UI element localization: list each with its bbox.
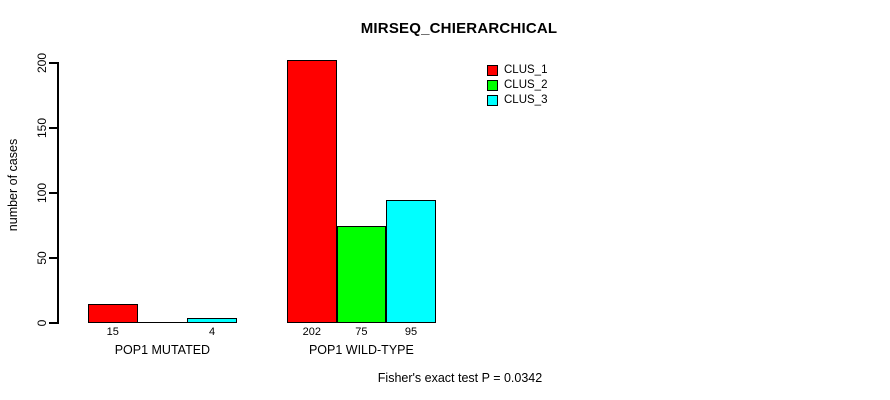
y-axis-tick — [49, 257, 57, 259]
y-axis-tick — [49, 322, 57, 324]
y-axis-line — [57, 62, 59, 324]
bar-value-label: 202 — [302, 326, 321, 338]
legend: CLUS_1 CLUS_2 CLUS_3 — [487, 63, 547, 108]
bar-value-label: 4 — [208, 326, 216, 338]
legend-swatch-clus_2 — [487, 80, 498, 91]
bar-clus_1-group2 — [287, 60, 337, 323]
legend-item-clus_1: CLUS_1 — [487, 63, 547, 78]
y-axis-tick-label: 100 — [35, 182, 49, 204]
fisher-test-annotation: Fisher's exact test P = 0.0342 — [377, 371, 543, 385]
y-axis-tick — [49, 62, 57, 64]
bar-value-label: 75 — [355, 326, 368, 338]
legend-label: CLUS_1 — [504, 64, 548, 76]
bar-value-label: 95 — [404, 326, 418, 338]
bar-clus_1-group1 — [88, 303, 138, 323]
chart-title: MIRSEQ_CHIERARCHICAL — [360, 20, 558, 37]
legend-item-clus_3: CLUS_3 — [487, 93, 547, 108]
y-axis-tick-label: 0 — [35, 319, 49, 327]
y-axis-tick — [49, 127, 57, 129]
y-axis-tick-label: 50 — [35, 251, 49, 265]
bar-clus_3-group1 — [187, 317, 237, 323]
bar-value-label: 15 — [106, 326, 119, 338]
y-axis-tick-label: 200 — [35, 52, 49, 74]
bar-clus_3-group2 — [386, 199, 436, 323]
legend-swatch-clus_3 — [487, 95, 498, 106]
legend-item-clus_2: CLUS_2 — [487, 78, 547, 93]
category-label-group1: POP1 MUTATED — [114, 343, 211, 357]
category-label-group2: POP1 WILD-TYPE — [308, 343, 414, 357]
legend-swatch-clus_1 — [487, 65, 498, 76]
y-axis-tick-label: 150 — [35, 117, 49, 139]
legend-label: CLUS_3 — [504, 94, 548, 106]
bar-clus_2-group1-zero — [137, 321, 188, 323]
bar-clus_2-group2 — [336, 225, 387, 323]
legend-label: CLUS_2 — [504, 79, 548, 91]
y-axis-label: number of cases — [6, 138, 20, 232]
y-axis-tick — [49, 192, 57, 194]
